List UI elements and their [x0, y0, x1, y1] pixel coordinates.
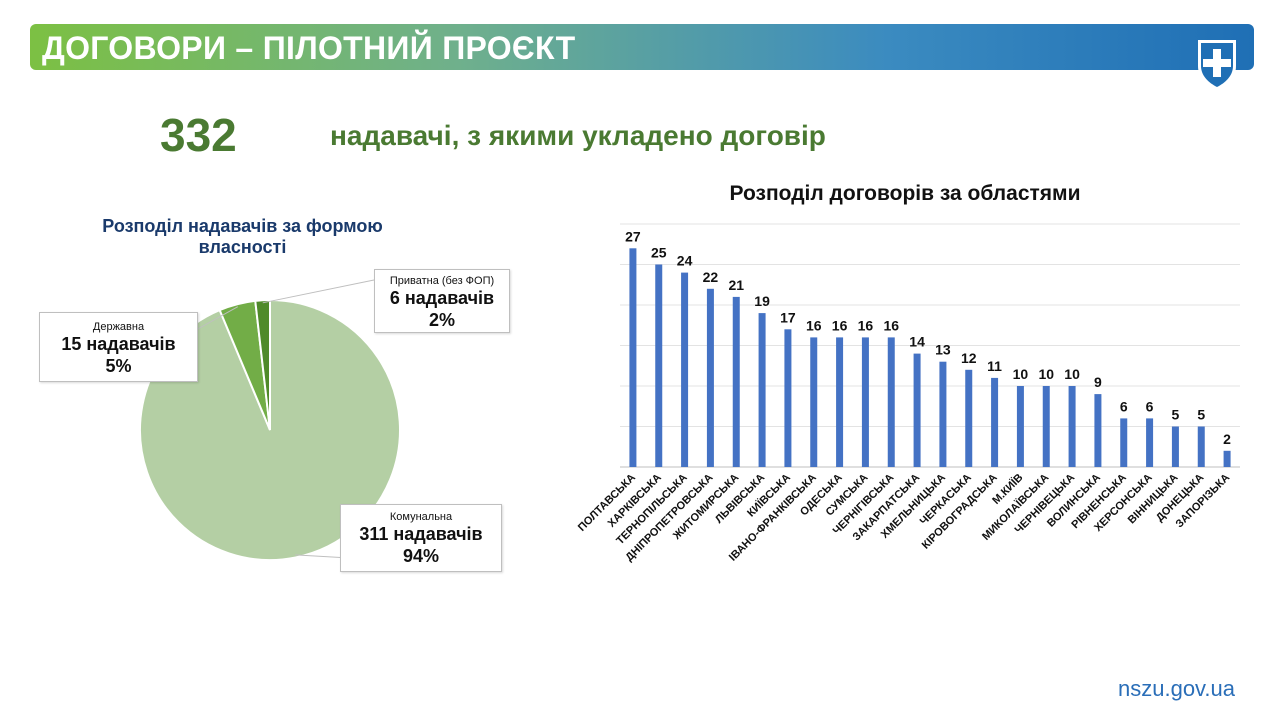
bar-2 — [681, 272, 689, 467]
bar-20 — [1146, 418, 1154, 467]
callout-private-category: Приватна (без ФОП) — [389, 275, 495, 287]
bar-value-label: 17 — [780, 309, 796, 325]
provider-count: 332 — [160, 109, 237, 161]
bar-value-label: 19 — [754, 293, 770, 309]
bar-1 — [655, 264, 663, 467]
bar-3 — [706, 288, 714, 467]
medical-cross-shield-icon — [1198, 40, 1236, 90]
bar-value-label: 13 — [935, 342, 951, 358]
pie-leader-line-2 — [262, 279, 375, 304]
header-banner — [30, 24, 1254, 70]
pie-chart-title: Розподіл надавачів за формою власності — [102, 216, 383, 257]
callout-private-value: 6 надавачів — [389, 288, 495, 308]
pie-leader-line-1 — [195, 306, 239, 331]
footer-url: nszu.gov.ua — [1118, 676, 1236, 701]
bar-value-label: 10 — [1038, 366, 1054, 382]
bar-13 — [965, 369, 973, 467]
bar-14 — [991, 377, 999, 467]
callout-state-category: Державна — [92, 321, 145, 333]
provider-count-label: надавачі, з якими укладено договір — [330, 120, 826, 151]
bar-value-label: 12 — [961, 350, 977, 366]
callout-state-percent: 5% — [105, 356, 132, 376]
bar-8 — [836, 337, 844, 467]
bar-18 — [1094, 394, 1102, 467]
bar-17 — [1068, 386, 1076, 467]
bar-10 — [887, 337, 895, 467]
bar-value-label: 11 — [987, 358, 1002, 374]
bar-value-label: 10 — [1013, 366, 1029, 382]
bar-value-label: 5 — [1197, 407, 1205, 423]
bar-11 — [913, 353, 921, 467]
bar-value-label: 21 — [728, 277, 744, 293]
callout-private-percent: 2% — [428, 310, 455, 330]
bar-9 — [861, 337, 869, 467]
bar-6 — [784, 329, 792, 467]
bar-value-label: 5 — [1172, 407, 1180, 423]
bar-15 — [1016, 386, 1024, 467]
callout-communal-category: Комунальна — [389, 511, 453, 523]
bar-value-label: 22 — [703, 269, 719, 285]
bar-19 — [1120, 418, 1128, 467]
bar-value-label: 27 — [625, 228, 641, 244]
bar-chart-title: Розподіл договорів за областями — [729, 182, 1081, 205]
bar-16 — [1042, 386, 1050, 467]
bar-4 — [732, 296, 740, 467]
bar-value-label: 24 — [677, 253, 693, 269]
pie-slice-2 — [254, 298, 271, 431]
bar-value-label: 25 — [651, 245, 667, 261]
bar-21 — [1171, 426, 1179, 467]
bar-value-label: 6 — [1146, 398, 1154, 414]
bar-value-label: 6 — [1120, 398, 1128, 414]
bar-0 — [629, 248, 637, 467]
bar-value-label: 16 — [883, 317, 899, 333]
callout-state-value: 15 надавачів — [61, 334, 176, 354]
callout-communal-percent: 94% — [402, 546, 440, 566]
page-title: ДОГОВОРИ – ПІЛОТНИЙ ПРОЄКТ — [42, 30, 576, 66]
bar-22 — [1197, 426, 1205, 467]
callout-communal-value: 311 надавачів — [359, 524, 483, 544]
callout-private: Приватна (без ФОП) 6 надавачів 2% — [374, 269, 510, 333]
callout-state: Державна 15 надавачів 5% — [39, 312, 198, 382]
bar-value-label: 2 — [1223, 431, 1231, 447]
bar-value-label: 16 — [858, 317, 874, 333]
bar-5 — [758, 313, 766, 467]
bar-23 — [1223, 450, 1231, 467]
bar-value-label: 10 — [1064, 366, 1080, 382]
callout-communal: Комунальна 311 надавачів 94% — [340, 504, 502, 572]
bar-value-label: 16 — [832, 317, 848, 333]
bar-value-label: 16 — [806, 317, 822, 333]
bar-value-label: 14 — [909, 334, 925, 350]
bar-12 — [939, 361, 947, 467]
bar-value-label: 9 — [1094, 374, 1102, 390]
bar-7 — [810, 337, 818, 467]
